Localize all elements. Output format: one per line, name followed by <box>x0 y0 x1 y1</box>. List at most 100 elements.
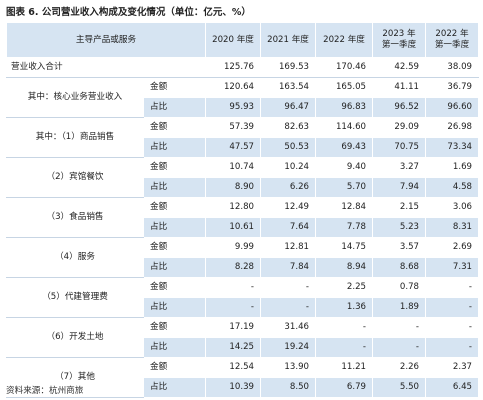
header-year-line1: 2023 年 <box>382 29 416 39</box>
revenue-table: 主导产品或服务 2020 年度 2021 年度 2022 年度 2023 年第一… <box>5 22 480 398</box>
cell-value: 7.31 <box>425 257 480 278</box>
group-label: （5）代建管理费 <box>6 277 144 318</box>
header-year: 2022 年度 <box>315 22 374 58</box>
cell-value: 96.60 <box>425 97 480 118</box>
group-label: （6）开发土地 <box>6 317 144 358</box>
group-label: 其中：（1）商品销售 <box>6 117 144 158</box>
cell-value: 2.69 <box>425 237 480 258</box>
header-year-line1: 2021 年度 <box>267 34 309 45</box>
cell-value: 13.90 <box>260 357 317 378</box>
cell-value: 8.28 <box>205 257 262 278</box>
cell-value: 6.79 <box>315 377 374 398</box>
table-title: 图表 6. 公司营业收入构成及变化情况（单位：亿元、%） <box>6 7 251 18</box>
amount-row: （2）宾馆餐饮 金额 10.74 10.24 9.40 3.27 1.69 <box>6 157 480 198</box>
cell-value: 10.24 <box>260 157 317 178</box>
cell-value: 170.46 <box>315 57 374 78</box>
percent-row: 占比 47.57 50.53 69.43 70.75 73.34 <box>7 137 480 158</box>
cell-value: 57.39 <box>205 117 262 138</box>
cell-value: 120.64 <box>205 77 262 98</box>
cell-value: 69.43 <box>315 137 374 158</box>
header-year-line1: 2022 年度 <box>323 34 365 45</box>
cell-value: 6.26 <box>260 177 317 198</box>
cell-value: 10.74 <box>205 157 262 178</box>
amount-row: （7）其他 金额 12.54 13.90 11.21 2.26 2.37 <box>6 357 480 398</box>
percent-row: 占比 8.28 7.84 8.94 8.68 7.31 <box>7 257 480 278</box>
cell-value: 10.39 <box>205 377 262 398</box>
cell-value: 12.49 <box>260 197 317 218</box>
cell-value: - <box>425 337 480 358</box>
cell-value: 12.84 <box>315 197 374 218</box>
cell-value: - <box>425 297 480 318</box>
cell-value: 82.63 <box>260 117 317 138</box>
cell-value: 5.50 <box>372 377 427 398</box>
cell-value: 1.36 <box>315 297 374 318</box>
amount-row: （3）食品销售 金额 12.80 12.49 12.84 2.15 3.06 <box>6 197 480 238</box>
cell-value: 36.79 <box>425 77 480 98</box>
percent-row: 占比 10.61 7.64 7.78 5.23 8.31 <box>7 217 480 238</box>
cell-value: 8.68 <box>372 257 427 278</box>
cell-value: 114.60 <box>315 117 374 138</box>
cell-value: 169.53 <box>260 57 317 78</box>
header-year: 2022 年第一季度 <box>425 22 480 58</box>
group-label: （2）宾馆餐饮 <box>6 157 144 198</box>
cell-value: 50.53 <box>260 137 317 158</box>
header-year-line2: 第一季度 <box>381 40 417 50</box>
cell-value: 2.37 <box>425 357 480 378</box>
cell-value: 5.70 <box>315 177 374 198</box>
cell-value: - <box>205 297 262 318</box>
header-year-line2: 第一季度 <box>434 40 470 50</box>
cell-value: 11.21 <box>315 357 374 378</box>
cell-value: 3.06 <box>425 197 480 218</box>
cell-value: 19.24 <box>260 337 317 358</box>
cell-value: 8.50 <box>260 377 317 398</box>
cell-value: 1.69 <box>425 157 480 178</box>
cell-value: - <box>425 277 480 298</box>
cell-value: 6.45 <box>425 377 480 398</box>
total-row: 营业收入合计 125.76 169.53 170.46 42.59 38.09 <box>5 57 480 78</box>
cell-value: 8.31 <box>425 217 480 238</box>
cell-value: 17.19 <box>205 317 262 338</box>
header-year: 2023 年第一季度 <box>372 22 427 58</box>
cell-value: - <box>315 317 374 338</box>
cell-value: 8.90 <box>205 177 262 198</box>
amount-row: （5）代建管理费 金额 - -2.25 0.78- <box>6 277 480 318</box>
cell-value: 12.81 <box>260 237 317 258</box>
amount-label: 金额 <box>142 77 207 98</box>
cell-value: 125.76 <box>205 57 262 78</box>
header-year-line1: 2020 年度 <box>212 34 254 45</box>
cell-value: 3.27 <box>372 157 427 178</box>
group-label: （3）食品销售 <box>6 197 144 238</box>
amount-row: 其中：核心业务营业收入 金额 120.64 163.54 165.05 41.11 36.7… <box>6 77 480 118</box>
cell-value: 96.47 <box>260 97 317 118</box>
cell-value: 96.83 <box>315 97 374 118</box>
cell-value: - <box>315 337 374 358</box>
cell-value: - <box>205 277 262 298</box>
amount-row: 其中：（1）商品销售 金额 57.39 82.63 114.60 29.09 26.98 <box>6 117 480 158</box>
cell-value: 42.59 <box>372 57 427 78</box>
cell-value: - <box>372 317 427 338</box>
header-row: 主导产品或服务 2020 年度 2021 年度 2022 年度 2023 年第一… <box>5 22 480 58</box>
cell-value: 14.25 <box>205 337 262 358</box>
cell-value: 0.78 <box>372 277 427 298</box>
cell-value: 3.57 <box>372 237 427 258</box>
cell-value: - <box>260 297 317 318</box>
percent-label: 占比 <box>142 177 207 198</box>
percent-row: 占比 8.90 6.26 5.70 7.94 4.58 <box>7 177 480 198</box>
amount-row: （6）开发土地 金额 17.19 31.46- - - <box>6 317 480 358</box>
cell-value: 29.09 <box>372 117 427 138</box>
header-year-line1: 2022 年 <box>435 29 469 39</box>
cell-value: 47.57 <box>205 137 262 158</box>
cell-value: 38.09 <box>425 57 480 78</box>
percent-label: 占比 <box>142 257 207 278</box>
cell-value: 7.94 <box>372 177 427 198</box>
amount-label: 金额 <box>142 317 207 338</box>
percent-row: 占比 10.39 8.50 6.79 5.50 6.45 <box>7 377 480 398</box>
amount-row: （4）服务 金额 9.99 12.81 14.75 3.57 2.69 <box>6 237 480 278</box>
percent-label: 占比 <box>142 217 207 238</box>
total-label: 营业收入合计 <box>5 57 207 78</box>
cell-value: 73.34 <box>425 137 480 158</box>
cell-value: - <box>372 337 427 358</box>
amount-label: 金额 <box>142 237 207 258</box>
percent-label: 占比 <box>142 137 207 158</box>
cell-value: 12.80 <box>205 197 262 218</box>
